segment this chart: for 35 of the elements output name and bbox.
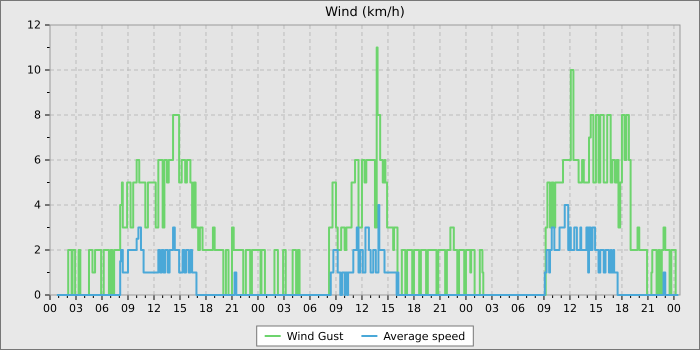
chart-title: Wind (km/h) — [325, 5, 405, 20]
x-tick-label: 00 — [666, 302, 681, 315]
x-tick-label: 03 — [68, 302, 83, 315]
y-tick-label: 4 — [34, 198, 41, 212]
y-tick-label: 10 — [27, 64, 41, 77]
x-tick-label: 03 — [484, 302, 499, 315]
x-tick-label: 00 — [43, 302, 57, 315]
y-tick-label: 8 — [34, 108, 41, 122]
x-tick-label: 09 — [328, 302, 343, 315]
x-tick-label: 09 — [536, 302, 551, 315]
y-tick-label: 0 — [34, 288, 41, 302]
x-tick-label: 12 — [562, 302, 577, 315]
y-tick-label: 12 — [27, 18, 41, 32]
x-tick-label: 00 — [250, 302, 265, 315]
legend-label: Wind Gust — [286, 330, 344, 343]
x-tick-label: 12 — [146, 302, 161, 315]
x-tick-label: 21 — [432, 302, 447, 315]
y-tick-label: 6 — [34, 154, 41, 167]
x-tick-label: 06 — [510, 302, 525, 315]
legend-label: Average speed — [383, 330, 466, 343]
x-tick-label: 15 — [172, 302, 187, 315]
y-tick-label: 2 — [34, 244, 41, 257]
x-tick-label: 18 — [406, 302, 421, 315]
x-tick-label: 21 — [224, 302, 239, 315]
x-tick-label: 18 — [614, 302, 629, 315]
x-tick-label: 15 — [588, 302, 603, 315]
x-tick-label: 18 — [198, 302, 213, 315]
x-tick-label: 06 — [94, 302, 109, 315]
x-tick-label: 12 — [354, 302, 369, 315]
x-tick-label: 21 — [640, 302, 655, 315]
x-tick-label: 09 — [120, 302, 135, 315]
x-tick-label: 15 — [380, 302, 395, 315]
x-tick-label: 06 — [302, 302, 317, 315]
x-tick-label: 03 — [276, 302, 291, 315]
x-tick-label: 00 — [458, 302, 473, 315]
